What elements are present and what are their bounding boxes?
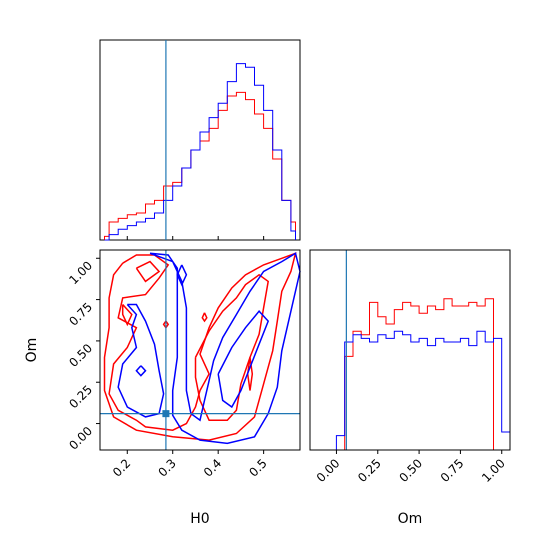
h0-histogram-red [104, 91, 296, 240]
om-histogram-blue [311, 330, 511, 451]
om-y-tick-label-0: 0.00 [66, 424, 95, 453]
om-x-tick-label-0: 0.00 [314, 456, 343, 485]
h0-om-contour-panel: 0.2 0.3 0.4 0.5 0.00 0.25 0.50 0.75 1.00 [66, 249, 301, 480]
h0-x-tick-label-2: 0.4 [201, 456, 224, 479]
contour-red-3 [121, 303, 133, 327]
om-y-tick-label-2: 0.50 [66, 341, 95, 370]
contour-red-6 [246, 357, 254, 391]
om-y-tick-label-3: 0.75 [66, 300, 95, 329]
om-x-tick-label-4: 1.00 [479, 456, 508, 485]
h0-x-tick-label-1: 0.3 [155, 456, 178, 479]
om-y-tick-label-1: 0.25 [66, 382, 95, 411]
om-histogram-panel: 0.00 0.25 0.50 0.75 1.00 [309, 249, 511, 485]
truth-marker [162, 410, 170, 418]
om-x-axis-label: Om [398, 511, 423, 527]
contour-blue-0 [149, 252, 301, 445]
contour-blue-1 [117, 303, 165, 418]
om-y-axis-label: Om [24, 338, 40, 363]
contour-red-5 [201, 312, 208, 323]
contour-frame [99, 249, 301, 451]
h0-x-tick-label-0: 0.2 [110, 456, 133, 479]
h0-x-axis-label: H0 [190, 511, 209, 527]
contour-blue-2 [217, 310, 270, 409]
om-histogram-red [311, 298, 510, 451]
h0-histogram-frame [99, 39, 301, 241]
contour-red-0 [103, 252, 297, 441]
contour-blue-3 [176, 264, 188, 287]
om-x-tick-label-1: 0.25 [355, 456, 384, 485]
om-x-tick-label-2: 0.50 [396, 456, 425, 485]
h0-histogram-blue [104, 63, 296, 241]
contour-blue-4 [135, 365, 147, 377]
om-y-tick-label-4: 1.00 [66, 258, 95, 287]
contour-red-1 [135, 260, 161, 283]
h0-x-tick-label-3: 0.5 [246, 456, 269, 479]
om-histogram-frame [309, 249, 511, 451]
om-x-tick-label-3: 0.75 [438, 456, 467, 485]
h0-histogram-panel [99, 39, 301, 241]
